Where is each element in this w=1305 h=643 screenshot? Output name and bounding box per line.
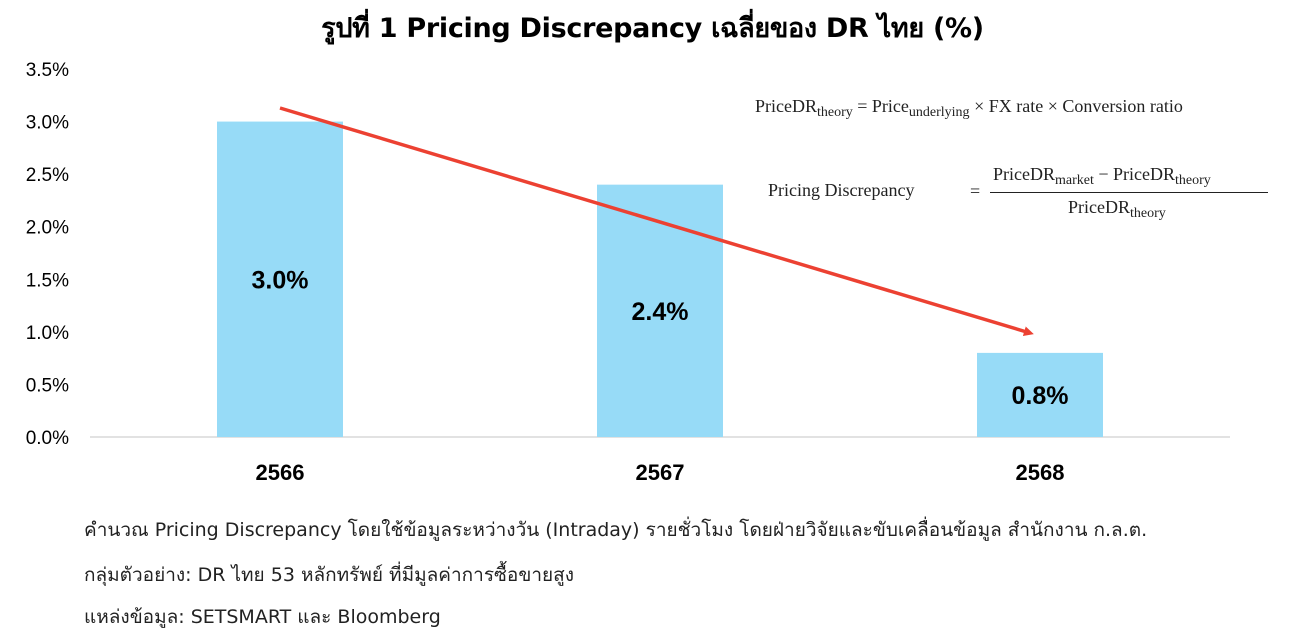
formula-price-theory: PriceDRtheory = Priceunderlying × FX rat… — [755, 96, 1183, 120]
formula-equals-sign: = — [970, 181, 981, 201]
chart-title: รูปที่ 1 Pricing Discrepancy เฉลี่ยของ D… — [321, 13, 984, 44]
x-tick-label: 2567 — [636, 460, 685, 485]
data-label-2568: 0.8% — [1012, 382, 1069, 410]
note-source: แหล่งข้อมูล: SETSMART และ Bloomberg — [84, 606, 441, 628]
y-tick-label: 3.0% — [26, 113, 69, 134]
note-method: คำนวณ Pricing Discrepancy โดยใช้ข้อมูลระ… — [84, 519, 1148, 541]
y-tick-label: 1.5% — [26, 270, 69, 291]
formula-numerator: PriceDRmarket − PriceDRtheory — [993, 164, 1211, 188]
y-tick-label: 1.0% — [26, 323, 69, 344]
y-axis: 0.0% 0.5% 1.0% 1.5% 2.0% 2.5% 3.0% 3.5% — [26, 60, 69, 449]
bar-2566 — [217, 121, 343, 438]
note-sample: กลุ่มตัวอย่าง: DR ไทย 53 หลักทรัพย์ ที่ม… — [84, 564, 574, 586]
x-tick-label: 2566 — [256, 460, 305, 485]
bar-chart: 0.0% 0.5% 1.0% 1.5% 2.0% 2.5% 3.0% 3.5% 3.0% 2.4… — [26, 60, 1230, 485]
y-tick-label: 0.0% — [26, 428, 69, 449]
trend-arrow — [279, 106, 1034, 337]
data-label-2567: 2.4% — [632, 298, 689, 326]
x-tick-label: 2568 — [1016, 460, 1065, 485]
y-tick-label: 3.5% — [26, 60, 69, 81]
category-labels: 2566 2567 2568 — [256, 460, 1065, 485]
data-label-2566: 3.0% — [252, 266, 309, 294]
bars: 3.0% 2.4% 0.8% — [217, 121, 1103, 438]
y-tick-label: 0.5% — [26, 375, 69, 396]
formula-denominator: PriceDRtheory — [1068, 197, 1166, 221]
formula-discrepancy-label: Pricing Discrepancy — [768, 180, 915, 200]
y-tick-label: 2.5% — [26, 165, 69, 186]
bar-2567 — [597, 184, 723, 437]
bar-2568 — [977, 352, 1103, 437]
y-tick-label: 2.0% — [26, 218, 69, 239]
formula-fraction-bar — [990, 192, 1268, 193]
